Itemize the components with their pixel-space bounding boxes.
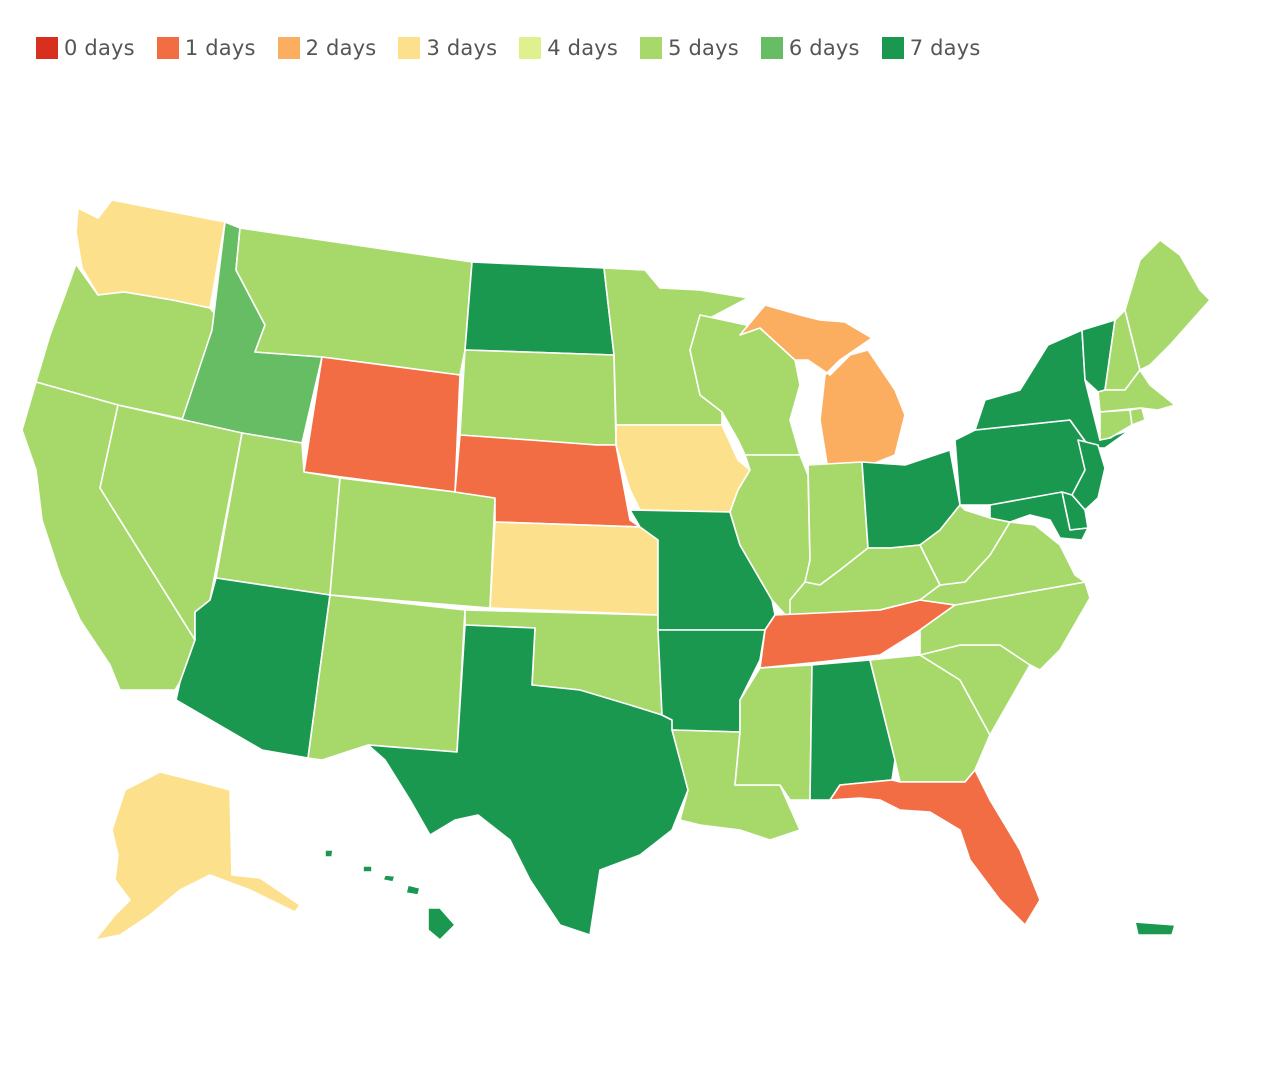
state-AK[interactable] — [94, 771, 301, 941]
legend-label: 6 days — [788, 36, 860, 60]
state-IL[interactable] — [729, 454, 811, 621]
legend-item-1-days: 1 days — [156, 36, 256, 60]
legend-label: 3 days — [426, 36, 498, 60]
legend-label: 0 days — [64, 36, 135, 60]
state-NM[interactable] — [307, 594, 466, 761]
state-TX[interactable] — [367, 624, 689, 936]
state-ME[interactable] — [1124, 239, 1211, 371]
state-PR[interactable] — [1134, 921, 1176, 936]
state-IA[interactable] — [615, 424, 751, 513]
state-WY[interactable] — [303, 356, 461, 493]
state-KS[interactable] — [489, 521, 659, 616]
legend-item-3-days: 3 days — [398, 36, 497, 60]
legend-item-7-days: 7 days — [881, 36, 981, 60]
state-FL[interactable] — [829, 769, 1041, 926]
legend-item-2-days: 2 days — [277, 36, 377, 60]
legend-swatch — [519, 37, 542, 59]
legend-item-5-days: 5 days — [640, 36, 739, 60]
map-legend: 0 days 1 days 2 days 3 days 4 days 5 day… — [36, 36, 1003, 60]
state-PA[interactable] — [954, 419, 1091, 506]
legend-swatch — [398, 37, 421, 59]
state-WA[interactable] — [75, 199, 226, 309]
legend-swatch — [36, 37, 58, 59]
legend-item-6-days: 6 days — [760, 36, 860, 60]
state-NE[interactable] — [454, 434, 641, 528]
legend-label: 5 days — [668, 36, 739, 60]
legend-label: 4 days — [547, 36, 619, 60]
legend-swatch — [881, 37, 904, 59]
legend-item-0-days: 0 days — [36, 36, 135, 60]
state-ND[interactable] — [464, 261, 615, 356]
state-CO[interactable] — [329, 477, 496, 609]
state-MD[interactable] — [989, 491, 1089, 541]
legend-label: 2 days — [305, 36, 377, 60]
state-NJ[interactable] — [1071, 439, 1106, 511]
legend-swatch — [277, 37, 300, 59]
state-HI[interactable] — [324, 849, 456, 941]
state-SD[interactable] — [459, 349, 617, 446]
state-RI[interactable] — [1129, 407, 1146, 426]
legend-swatch — [640, 37, 663, 59]
state-CT[interactable] — [1099, 409, 1133, 441]
legend-label: 1 days — [184, 36, 256, 60]
legend-label: 7 days — [909, 36, 981, 60]
legend-swatch — [156, 37, 179, 59]
legend-item-4-days: 4 days — [519, 36, 618, 60]
legend-swatch — [760, 37, 783, 59]
state-MT[interactable] — [235, 227, 473, 376]
